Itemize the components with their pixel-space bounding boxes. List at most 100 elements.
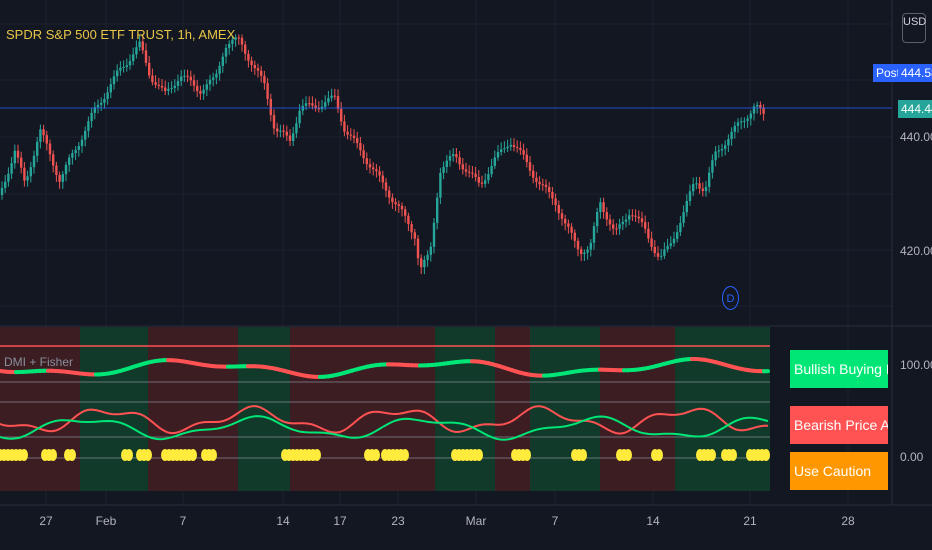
candle-body [240,37,244,45]
candle-body [234,37,237,40]
candle-body [103,98,106,103]
candle-body [576,240,580,250]
post-market-label: Post [873,64,904,82]
price-axis-label: 440.00 [900,130,932,144]
time-axis-label: 14 [646,514,660,528]
caution-dot [144,449,152,461]
candle-body [717,150,720,152]
candle-body [378,171,381,176]
candle-body [394,202,397,205]
candle-body [295,123,298,134]
candle-body [698,183,701,189]
candle-body [519,148,522,151]
indicator-title[interactable]: DMI + Fisher [4,355,74,369]
candle-body [55,165,58,175]
candle-body [407,215,410,225]
candle-body [724,145,727,149]
candle-body [640,218,644,223]
candle-body [247,53,250,61]
legend-caution-label: Use Caution [794,463,872,479]
candle-body [308,103,311,105]
candle-body [84,130,87,140]
candle-body [48,143,52,155]
candle-body [602,202,605,213]
candle-body [148,62,151,76]
candle-body [746,118,749,121]
candle-body [154,82,157,85]
candle-body [567,223,570,227]
candle-body [471,172,474,174]
candle-body [682,212,685,223]
candle-body [336,96,340,109]
candle-body [45,135,48,144]
caution-dot [313,449,321,461]
indicator-pane [0,327,770,491]
candle-body [480,182,484,184]
indicator-axis-label: 100.00 [900,358,932,372]
dividend-marker[interactable]: D [722,286,739,310]
candle-body [362,150,365,159]
candle-body [164,87,167,91]
candle-body [71,153,74,158]
candle-body [61,174,64,182]
candle-body [621,221,624,225]
symbol-title[interactable]: SPDR S&P 500 ETF TRUST, 1h, AMEX [6,27,236,42]
candle-body [74,149,77,154]
indicator-band [600,327,675,491]
candle-body [404,209,407,216]
caution-dot [49,449,57,461]
candle-body [228,43,231,48]
caution-dot [68,449,76,461]
candle-body [564,218,567,224]
candle-body [356,138,359,144]
candle-body [125,65,128,67]
candle-body [637,216,640,219]
candle-body [324,102,327,107]
candle-body [487,174,490,181]
candle-body [13,150,16,164]
candle-body [589,242,592,250]
candle-body [7,173,10,182]
candle-body [512,144,516,148]
caution-dot [762,449,770,461]
candle-body [180,76,183,82]
candle-body [458,157,461,165]
currency-label: USD [903,16,927,28]
candle-body [429,246,432,255]
candle-body [538,181,541,185]
candle-body [503,148,506,150]
candle-body [39,129,42,142]
caution-dot [624,449,632,461]
candle-body [426,254,429,260]
candle-body [436,197,439,223]
candle-body [541,184,544,186]
grid-lines [0,0,892,505]
candle-body [496,152,500,158]
candle-body [624,219,628,222]
candle-body [29,167,32,177]
candle-body [96,104,100,108]
candle-body [368,164,372,168]
candle-body [647,228,650,239]
caution-dot [579,449,587,461]
candles-series [0,34,765,275]
candle-body [468,171,471,173]
candle-body [525,154,528,163]
candle-body [516,147,519,149]
candle-body [151,75,154,83]
caution-dot [475,449,483,461]
candle-body [266,83,269,99]
currency-button[interactable]: USD [902,13,926,43]
candle-body [618,224,621,229]
candle-body [391,197,394,203]
candle-body [397,204,400,206]
candle-body [759,104,762,109]
post-market-price: 444.58 [898,64,932,82]
candle-body [4,181,7,188]
candle-body [631,215,634,217]
candle-body [317,108,320,110]
time-axis-label: 14 [276,514,290,528]
candle-body [218,65,221,74]
candle-body [272,115,276,129]
